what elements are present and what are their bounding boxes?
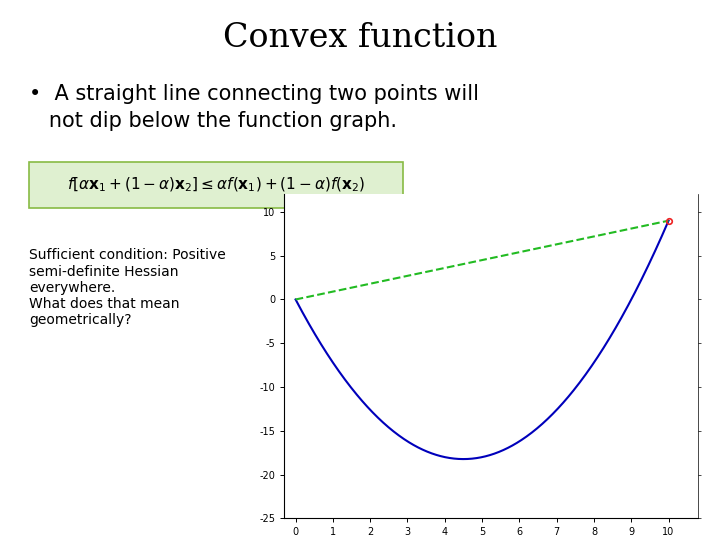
Text: $f\left[\alpha\mathbf{x}_1 + (1-\alpha)\mathbf{x}_2\right] \leq \alpha f(\mathbf: $f\left[\alpha\mathbf{x}_1 + (1-\alpha)\… <box>67 176 365 194</box>
Text: •  A straight line connecting two points will: • A straight line connecting two points … <box>29 84 479 104</box>
Text: Convex function: Convex function <box>222 22 498 53</box>
Text: not dip below the function graph.: not dip below the function graph. <box>29 111 397 131</box>
FancyBboxPatch shape <box>29 162 403 208</box>
Text: Sufficient condition: Positive
semi-definite Hessian
everywhere.
What does that : Sufficient condition: Positive semi-defi… <box>29 248 225 327</box>
